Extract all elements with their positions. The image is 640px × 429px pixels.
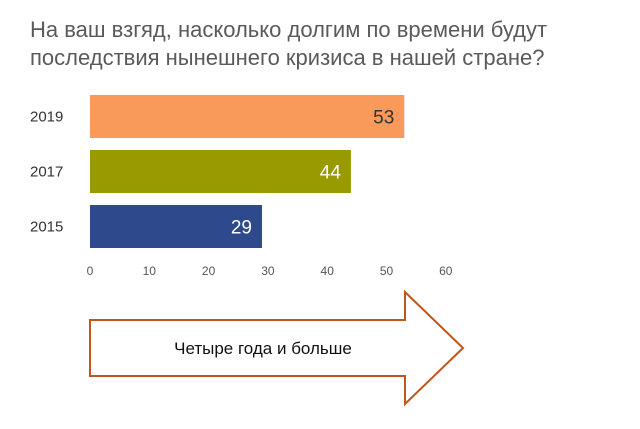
bar-2015 xyxy=(90,205,262,248)
arrow-label: Четыре года и больше xyxy=(174,339,352,358)
value-label-2015: 29 xyxy=(231,218,252,239)
x-tick-label: 30 xyxy=(261,264,275,278)
duration-arrow: Четыре года и больше xyxy=(89,289,465,407)
x-tick-label: 50 xyxy=(380,264,394,278)
bar-2019 xyxy=(90,95,405,138)
arrow-shape xyxy=(89,289,465,407)
bar-2017 xyxy=(90,150,351,193)
x-tick-label: 40 xyxy=(321,264,335,278)
x-tick-label: 60 xyxy=(439,264,453,278)
value-label-2017: 44 xyxy=(320,163,342,184)
category-label-2019: 2019 xyxy=(30,109,63,126)
bars-layer xyxy=(90,95,405,248)
chart-title-line-2: последствия нынешнего кризиса в нашей ст… xyxy=(30,45,545,70)
labels-layer: 2019 53 2017 44 2015 29 xyxy=(30,108,394,239)
x-tick-label: 20 xyxy=(202,264,216,278)
category-label-2017: 2017 xyxy=(30,164,63,181)
value-label-2019: 53 xyxy=(373,108,394,129)
x-tick-label: 10 xyxy=(143,264,157,278)
chart-title-line-1: На ваш взгяд, насколько долгим по времен… xyxy=(30,17,548,42)
category-label-2015: 2015 xyxy=(30,219,63,236)
chart-title: На ваш взгяд, насколько долгим по времен… xyxy=(30,16,630,72)
x-tick-label: 0 xyxy=(87,264,94,278)
x-axis-ticks: 0 10 20 30 40 50 60 xyxy=(87,264,453,278)
